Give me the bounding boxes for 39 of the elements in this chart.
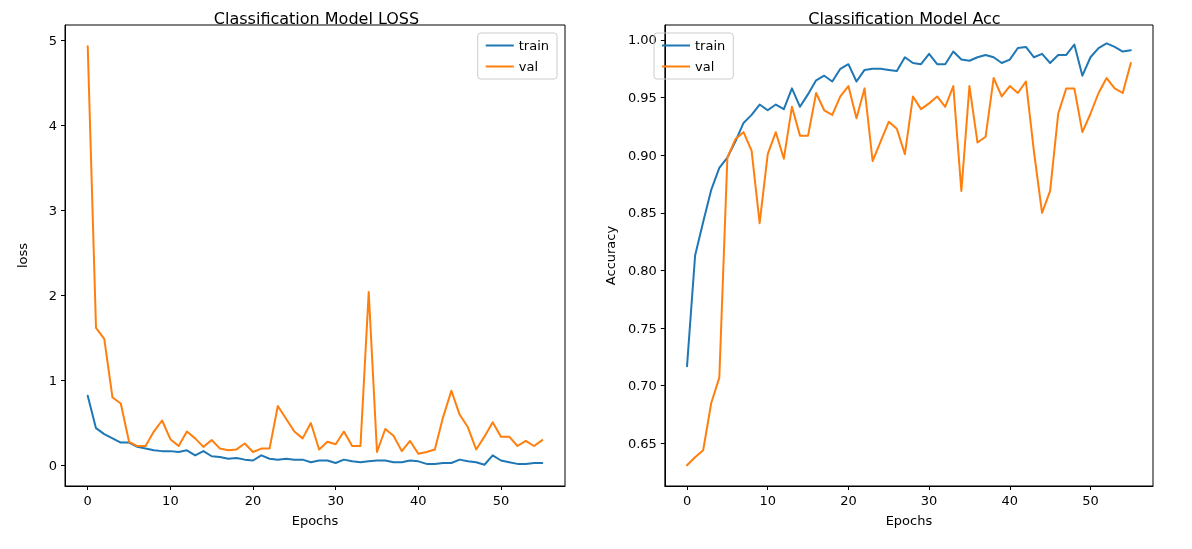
line-series (86, 394, 544, 466)
y-axis-title: Accuracy (603, 225, 618, 286)
y-tick-label: 0 (48, 458, 57, 474)
x-tick-label: 20 (244, 493, 262, 508)
y-tick-label: 0.95 (627, 90, 657, 106)
x-tick-label: 20 (840, 493, 857, 508)
y-tick-label: 0.90 (627, 147, 657, 163)
legend-label: train (695, 38, 726, 53)
legend-label: val (695, 59, 715, 74)
legend-label: train (518, 38, 550, 53)
x-tick-label: 0 (682, 493, 692, 508)
y-tick-label: 1 (48, 373, 57, 389)
y-tick-label: 0.85 (627, 205, 657, 221)
chart-title: Classification Model LOSS (213, 8, 420, 28)
line-series (686, 42, 1132, 368)
y-tick-label: 0.75 (627, 320, 657, 336)
y-tick-label: 0.70 (627, 378, 657, 394)
x-axis-title: Epochs (885, 513, 933, 528)
x-tick-label: 50 (492, 493, 510, 508)
y-axis-title: loss (15, 242, 30, 269)
y-tick-label: 0.65 (627, 435, 657, 451)
x-tick-label: 30 (327, 493, 344, 508)
chart-title: Classification Model Acc (808, 8, 1001, 28)
x-tick-label: 10 (162, 493, 179, 508)
y-tick-label: 4 (48, 117, 57, 133)
x-axis-title: Epochs (291, 513, 339, 528)
y-tick-label: 5 (48, 32, 57, 48)
x-tick-label: 0 (83, 493, 92, 508)
y-tick-label: 2 (48, 287, 57, 303)
x-tick-label: 40 (410, 493, 427, 508)
y-tick-label: 0.80 (627, 262, 657, 278)
line-series (686, 62, 1132, 467)
x-tick-label: 30 (920, 493, 938, 508)
y-tick-label: 3 (48, 202, 57, 218)
x-tick-label: 40 (1001, 493, 1019, 508)
y-tick-label: 1.00 (627, 32, 657, 48)
x-tick-label: 50 (1082, 493, 1099, 508)
x-tick-label: 10 (759, 493, 776, 508)
legend-label: val (518, 59, 539, 74)
